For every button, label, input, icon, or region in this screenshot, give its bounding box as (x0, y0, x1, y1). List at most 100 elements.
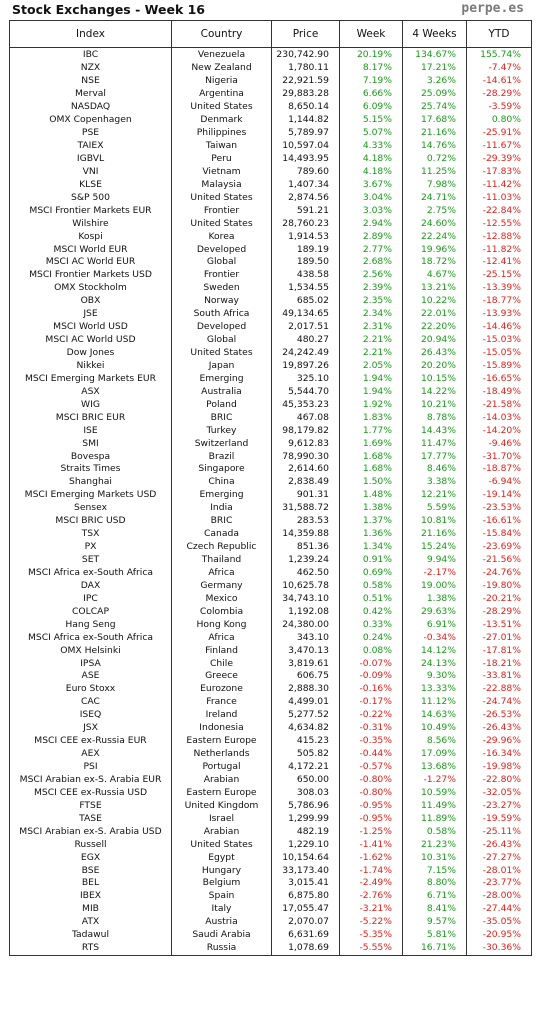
four-week-change-cell: 10.15% (402, 372, 467, 386)
price-cell: 189.50 (271, 256, 340, 269)
ytd-change-cell: -19.98% (466, 760, 532, 774)
index-cell: MSCI BRIC EUR (9, 411, 172, 425)
price-cell: 9,612.83 (271, 437, 340, 451)
index-cell: COLCAP (9, 605, 172, 619)
country-cell: Peru (171, 152, 272, 166)
table-row: IPC Mexico 34,743.10 0.51% 1.38% -20.21% (9, 592, 532, 606)
index-cell: MSCI Frontier Markets EUR (9, 204, 172, 218)
four-week-change-cell: 6.71% (402, 889, 467, 903)
ytd-change-cell: -16.65% (466, 372, 532, 386)
country-cell: Arabian (171, 773, 272, 787)
four-week-change-cell: 17.77% (402, 450, 467, 463)
table-row: WIG Poland 45,353.23 1.92% 10.21% -21.58% (9, 398, 532, 412)
week-change-cell: -3.21% (339, 902, 403, 916)
index-cell: BEL (9, 877, 172, 890)
week-change-cell: 0.24% (339, 631, 403, 645)
index-cell: OMX Helsinki (9, 644, 172, 658)
ytd-change-cell: -15.05% (466, 346, 532, 360)
table-row: MSCI World USD Developed 2,017.51 2.31% 22.2… (9, 320, 532, 334)
ytd-change-cell: -17.81% (466, 644, 532, 658)
country-cell: Hungary (171, 864, 272, 877)
price-cell: 5,789.97 (271, 126, 340, 140)
country-cell: Thailand (171, 553, 272, 567)
index-cell: PSI (9, 760, 172, 774)
country-cell: Greece (171, 670, 272, 683)
four-week-change-cell: 14.76% (402, 139, 467, 153)
four-week-change-cell: 3.26% (402, 74, 467, 88)
country-cell: Norway (171, 294, 272, 308)
index-cell: MSCI Frontier Markets USD (9, 268, 172, 282)
index-cell: TAIEX (9, 139, 172, 153)
table-row: BSE Hungary 33,173.40 -1.74% 7.15% -28.01% (9, 864, 532, 877)
country-cell: Ireland (171, 708, 272, 722)
four-week-change-cell: 4.67% (402, 268, 467, 282)
country-cell: Turkey (171, 424, 272, 438)
week-change-cell: 1.92% (339, 398, 403, 412)
index-cell: NZX (9, 61, 172, 75)
index-cell: Dow Jones (9, 346, 172, 360)
four-week-change-cell: 8.80% (402, 877, 467, 890)
ytd-change-cell: -31.70% (466, 450, 532, 463)
week-change-cell: 6.09% (339, 100, 403, 114)
ytd-change-cell: -26.43% (466, 721, 532, 735)
ytd-change-cell: -30.36% (466, 941, 532, 956)
ytd-change-cell: -14.20% (466, 424, 532, 438)
ytd-change-cell: -27.01% (466, 631, 532, 645)
index-cell: MIB (9, 902, 172, 916)
four-week-change-cell: 24.71% (402, 191, 467, 205)
ytd-change-cell: -6.94% (466, 475, 532, 489)
week-change-cell: 2.68% (339, 256, 403, 269)
week-change-cell: 0.42% (339, 605, 403, 619)
index-cell: DAX (9, 579, 172, 593)
ytd-change-cell: -20.95% (466, 928, 532, 942)
index-cell: OMX Copenhagen (9, 113, 172, 127)
table-row: IBEX Spain 6,875.80 -2.76% 6.71% -28.00% (9, 889, 532, 903)
ytd-change-cell: -27.27% (466, 851, 532, 865)
four-week-change-cell: 10.22% (402, 294, 467, 308)
four-week-change-cell: 8.78% (402, 411, 467, 425)
four-week-change-cell: 22.24% (402, 230, 467, 244)
week-change-cell: -0.57% (339, 760, 403, 774)
price-cell: 1,229.10 (271, 838, 340, 852)
country-cell: Sweden (171, 281, 272, 295)
index-cell: TSX (9, 527, 172, 541)
index-cell: Merval (9, 87, 172, 101)
four-week-change-cell: 19.00% (402, 579, 467, 593)
country-cell: Taiwan (171, 139, 272, 153)
week-change-cell: 2.31% (339, 320, 403, 334)
ytd-change-cell: -16.34% (466, 747, 532, 761)
price-cell: 34,743.10 (271, 592, 340, 606)
week-change-cell: -5.22% (339, 915, 403, 929)
price-cell: 189.19 (271, 243, 340, 256)
ytd-change-cell: -14.61% (466, 74, 532, 88)
country-cell: Egypt (171, 851, 272, 865)
price-cell: 901.31 (271, 488, 340, 502)
price-cell: 29,883.28 (271, 87, 340, 101)
price-cell: 3,015.41 (271, 877, 340, 890)
ytd-change-cell: -26.43% (466, 838, 532, 852)
week-change-cell: 1.48% (339, 488, 403, 502)
ytd-change-cell: -32.05% (466, 786, 532, 800)
country-cell: Emerging (171, 372, 272, 386)
week-change-cell: 1.50% (339, 475, 403, 489)
four-week-change-cell: 11.47% (402, 437, 467, 451)
week-change-cell: 7.19% (339, 74, 403, 88)
ytd-change-cell: -7.47% (466, 61, 532, 75)
table-row: NASDAQ United States 8,650.14 6.09% 25.74% -3… (9, 100, 532, 114)
ytd-change-cell: -15.84% (466, 527, 532, 541)
country-cell: Australia (171, 385, 272, 399)
four-week-change-cell: 134.67% (402, 47, 467, 62)
price-cell: 1,239.24 (271, 553, 340, 567)
index-cell: Sensex (9, 501, 172, 515)
ytd-change-cell: -20.21% (466, 592, 532, 606)
four-week-change-cell: 10.31% (402, 851, 467, 865)
ytd-change-cell: -28.29% (466, 87, 532, 101)
price-cell: 45,353.23 (271, 398, 340, 412)
price-cell: 10,597.04 (271, 139, 340, 153)
index-cell: S&P 500 (9, 191, 172, 205)
price-cell: 17,055.47 (271, 902, 340, 916)
table-row: Merval Argentina 29,883.28 6.66% 25.09% -28.2… (9, 87, 532, 101)
table-row: Sensex India 31,588.72 1.38% 5.59% -23.53% (9, 501, 532, 515)
week-change-cell: 6.66% (339, 87, 403, 101)
week-change-cell: -0.07% (339, 657, 403, 670)
